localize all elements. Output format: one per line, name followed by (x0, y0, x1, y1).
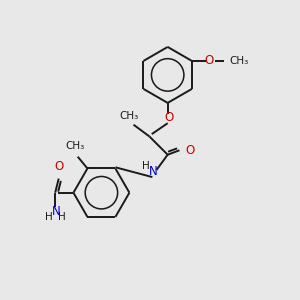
Text: CH₃: CH₃ (65, 141, 84, 151)
Text: H: H (45, 212, 52, 222)
Text: O: O (164, 110, 173, 124)
Text: H: H (58, 212, 65, 222)
Text: N: N (52, 205, 61, 218)
Text: O: O (185, 144, 194, 157)
Text: CH₃: CH₃ (229, 56, 248, 66)
Text: O: O (54, 160, 63, 173)
Text: CH₃: CH₃ (119, 111, 138, 121)
Text: N: N (149, 165, 158, 178)
Text: O: O (204, 54, 213, 68)
Text: H: H (142, 161, 150, 172)
